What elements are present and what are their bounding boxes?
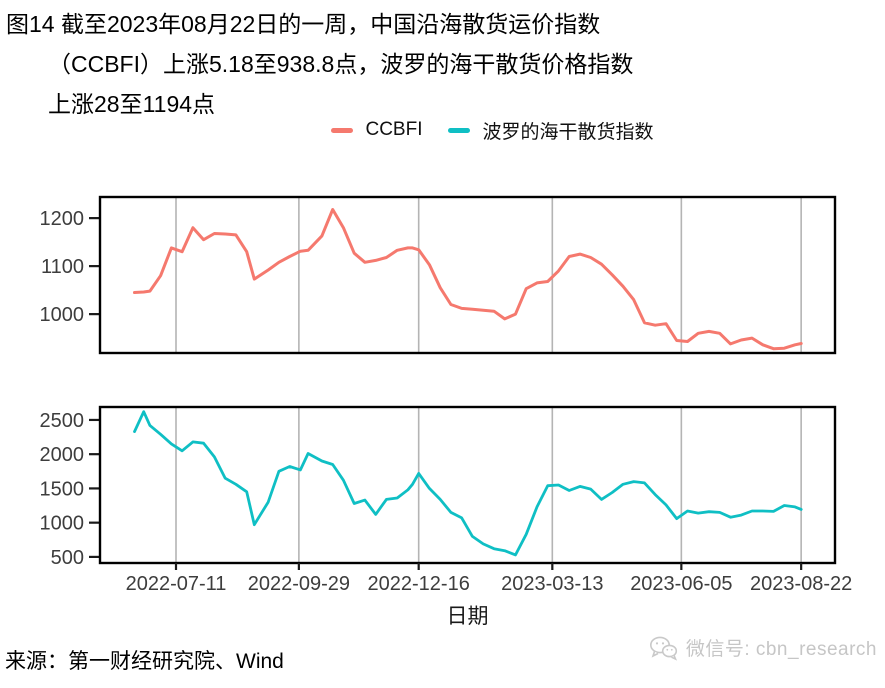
y-tick-label: 1200 (40, 208, 85, 230)
x-tick-label: 2023-06-05 (630, 573, 732, 595)
wechat-icon (649, 636, 677, 661)
x-tick-label: 2023-03-13 (501, 573, 603, 595)
x-tick-label: 2022-07-11 (126, 573, 227, 595)
y-tick-label: 1000 (40, 513, 85, 535)
x-axis-title: 日期 (447, 605, 489, 628)
legend-item-ccbfi: CCBFI (331, 119, 422, 141)
x-tick-label: 2022-09-29 (248, 573, 350, 595)
x-tick-label: 2023-08-22 (750, 573, 852, 595)
x-tick-label: 2022-12-16 (368, 573, 470, 595)
legend-item-bdi: 波罗的海干散货指数 (448, 117, 654, 144)
ccbfi-line-swatch (331, 127, 354, 133)
legend-label-bdi: 波罗的海干散货指数 (482, 121, 654, 143)
plot-border (98, 195, 837, 355)
y-tick-label: 1100 (41, 256, 84, 278)
bdi-line (133, 410, 803, 557)
source-note: 来源：第一财经研究院、Wind (5, 650, 284, 673)
figure-title-line: 图14 截至2023年08月22日的一周，中国沿海散货运价指数 (6, 11, 601, 37)
figure-title-line: （CCBFI）上涨5.18至938.8点，波罗的海干散货价格指数 (48, 51, 634, 77)
y-tick-label: 2500 (40, 410, 85, 432)
chart-legend: CCBFI 波罗的海干散货指数 (100, 116, 885, 144)
figure-title-line: 上涨28至1194点 (48, 91, 216, 117)
ccbfi-line (133, 208, 803, 351)
chart-svg: 1000 1100 1200 500 1000 1500 2000 2500 2022-07-1… (40, 195, 852, 628)
y-tick-label: 2000 (40, 444, 85, 466)
wechat-id: 微信号: cbn_research (685, 639, 877, 660)
legend-label-ccbfi: CCBFI (365, 119, 423, 140)
y-tick-label: 1500 (40, 478, 85, 500)
y-tick-label: 1000 (40, 304, 85, 326)
figure-title: 图14 截至2023年08月22日的一周，中国沿海散货运价指数 （CCBFI）上… (6, 4, 878, 124)
wechat-badge: 微信号: cbn_research (649, 634, 877, 661)
bdi-line-swatch (448, 127, 471, 133)
y-tick-label: 500 (51, 547, 84, 569)
plot-border (98, 405, 837, 565)
